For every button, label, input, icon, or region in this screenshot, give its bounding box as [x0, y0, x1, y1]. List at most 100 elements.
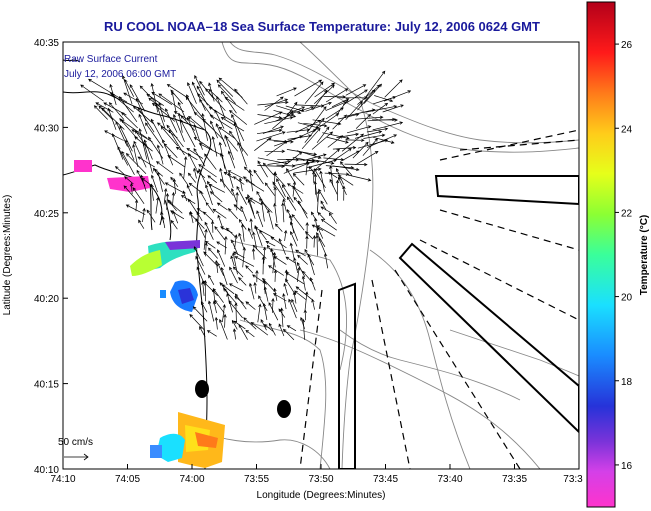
- legend-title: Raw Surface Current: [64, 54, 158, 65]
- current-vector: [323, 252, 329, 269]
- current-vector: [187, 198, 199, 215]
- current-vector: [253, 282, 257, 294]
- current-vector: [372, 102, 389, 115]
- legend-time: July 12, 2006 06:00 GMT: [64, 69, 176, 80]
- current-vector: [384, 79, 403, 98]
- current-vector: [250, 322, 269, 336]
- current-vector: [129, 182, 134, 195]
- current-vector: [276, 87, 297, 97]
- current-vector: [214, 259, 219, 273]
- current-vector: [314, 82, 336, 98]
- current-vector: [262, 302, 268, 321]
- current-vector: [312, 235, 317, 248]
- current-vector: [305, 160, 309, 176]
- current-vector: [259, 230, 267, 241]
- current-vector: [122, 75, 133, 105]
- current-vector: [225, 136, 238, 152]
- current-vector: [272, 181, 286, 201]
- current-vector: [325, 88, 349, 103]
- current-vector: [209, 114, 233, 130]
- current-vector: [202, 280, 218, 297]
- current-vector: [222, 304, 226, 323]
- current-vector: [292, 105, 315, 114]
- y-tick-label: 40:25: [34, 209, 59, 220]
- current-vector: [276, 178, 286, 197]
- current-vector: [295, 249, 306, 257]
- current-vector: [119, 125, 133, 152]
- current-vector: [294, 290, 307, 301]
- current-vector: [237, 141, 247, 167]
- current-vector: [304, 81, 324, 104]
- current-vector: [273, 135, 304, 147]
- y-tick-label: 40:35: [34, 38, 59, 49]
- current-vector: [236, 185, 247, 205]
- current-vector: [233, 204, 243, 213]
- current-vector: [120, 119, 148, 139]
- current-vector: [223, 313, 227, 328]
- current-vector: [271, 297, 275, 313]
- current-vector: [216, 95, 226, 120]
- current-vector: [296, 262, 306, 278]
- current-vector: [305, 235, 309, 249]
- current-vector: [179, 172, 189, 186]
- current-vector: [347, 174, 372, 182]
- current-vector: [355, 151, 379, 166]
- current-vector: [327, 135, 344, 148]
- current-vector: [291, 213, 305, 231]
- current-vector: [315, 234, 319, 256]
- current-vector: [205, 201, 215, 214]
- current-vector: [240, 223, 245, 242]
- current-vector: [220, 117, 245, 132]
- current-vector: [256, 131, 286, 142]
- y-tick-label: 40:20: [34, 294, 59, 305]
- current-vector: [306, 106, 327, 133]
- current-vector: [193, 136, 213, 150]
- map-area: [63, 42, 579, 469]
- current-vector: [80, 84, 104, 102]
- current-vector: [125, 153, 147, 174]
- current-vector: [208, 274, 215, 285]
- current-vector: [264, 182, 276, 197]
- colorbar-tick-label: 16: [621, 461, 633, 472]
- current-vector: [143, 139, 153, 160]
- current-vector: [203, 279, 208, 302]
- current-vector: [210, 220, 215, 233]
- current-vector: [214, 225, 226, 241]
- current-vector: [150, 183, 154, 201]
- current-vector: [383, 90, 412, 102]
- current-vector: [292, 181, 297, 197]
- current-vector: [132, 187, 145, 204]
- current-vector: [297, 254, 308, 265]
- current-vector: [203, 251, 219, 267]
- current-vector: [208, 183, 225, 193]
- current-vector: [303, 122, 328, 128]
- current-vector: [273, 140, 294, 144]
- current-vector: [242, 246, 246, 268]
- current-vector: [270, 248, 276, 268]
- x-tick-label: 74:00: [179, 474, 204, 485]
- current-vector: [273, 186, 277, 205]
- current-vector: [342, 185, 346, 201]
- current-vector: [166, 124, 184, 148]
- current-vector: [280, 307, 284, 328]
- current-vector: [246, 194, 255, 214]
- current-vector: [188, 115, 205, 130]
- current-vector: [286, 128, 311, 133]
- current-vector: [186, 116, 197, 138]
- current-vector: [217, 84, 236, 104]
- current-vector: [232, 176, 245, 185]
- radar-beams: [299, 129, 579, 469]
- current-vector: [182, 190, 188, 202]
- current-vector: [316, 190, 321, 213]
- current-vector: [363, 133, 386, 139]
- current-vector: [257, 100, 289, 106]
- current-vector: [167, 155, 186, 168]
- x-axis-label: Longitude (Degrees:Minutes): [257, 490, 386, 501]
- current-vector: [273, 202, 278, 223]
- current-vector: [345, 101, 363, 120]
- current-vector: [281, 202, 285, 223]
- current-vector: [314, 168, 326, 188]
- x-axis: 74:10 74:05 74:00 73:55 73:50 73:45 73:40 73:35…: [50, 464, 583, 485]
- current-vector: [188, 152, 198, 170]
- current-vector: [288, 298, 297, 319]
